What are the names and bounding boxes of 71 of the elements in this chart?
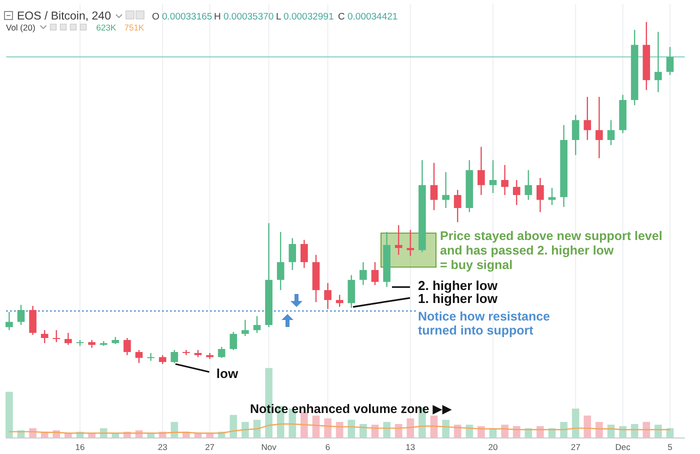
candlestick [6, 312, 13, 330]
x-tick-label: 13 [406, 442, 416, 452]
bar [642, 422, 650, 438]
bar [454, 424, 462, 438]
bar [630, 424, 638, 438]
bar [466, 424, 474, 438]
x-tick-label: 27 [205, 442, 215, 452]
candlestick [324, 282, 332, 309]
candlestick [124, 338, 131, 356]
candlestick [360, 262, 367, 285]
candlestick [242, 320, 249, 336]
annotation: L 0.00032991 [276, 12, 334, 22]
annotation: 623K [96, 22, 116, 32]
bar [242, 422, 249, 438]
ref-line-label: Notice how resistance turned into support [418, 309, 550, 338]
annotation: 2. higher low [418, 278, 498, 294]
annotation: C 0.00034421 [338, 12, 398, 22]
bar [406, 418, 414, 438]
bar [536, 426, 544, 438]
x-tick-label: 23 [158, 442, 168, 452]
bar [442, 420, 450, 438]
candlestick [300, 240, 308, 268]
annotation: O 0.00033165 [152, 12, 212, 22]
candlestick [418, 160, 426, 252]
candlestick [182, 350, 190, 356]
candlestick [654, 32, 662, 92]
candlestick [536, 178, 544, 212]
bar [512, 426, 520, 438]
chart-title: EOS / Bitcoin, 240 [17, 10, 111, 22]
bar [300, 412, 308, 438]
candlestick [100, 341, 108, 346]
candlestick [478, 146, 485, 196]
annotation: low [216, 366, 239, 381]
bar [230, 414, 238, 438]
x-tick-label: 16 [75, 442, 85, 452]
bar [654, 424, 662, 438]
candlestick [383, 232, 390, 288]
bar [170, 422, 178, 438]
candlestick [29, 306, 36, 335]
bar [501, 424, 508, 438]
bar [596, 422, 603, 438]
x-tick-label: 20 [488, 442, 498, 452]
annotation: Price stayed above new support level and has passed 2. higher low = buy signal [440, 229, 662, 272]
bar [348, 420, 356, 438]
bar [584, 416, 592, 438]
candlestick [596, 96, 603, 158]
x-tick-label: 5 [668, 442, 673, 452]
candlestick [64, 332, 72, 345]
bar [560, 422, 568, 438]
bar [619, 426, 626, 438]
x-tick-label: Dec [615, 442, 632, 452]
annotation: 751K [124, 22, 144, 32]
bar [572, 408, 580, 438]
candlestick [560, 124, 568, 208]
bar [324, 418, 332, 438]
chart-title: Vol (20) [6, 22, 36, 32]
candlestick [158, 355, 166, 364]
x-tick-label: 27 [570, 442, 581, 452]
candlestick [265, 223, 272, 328]
bar [6, 392, 13, 438]
candlestick [501, 164, 508, 196]
candlestick [206, 353, 214, 359]
bar [360, 424, 367, 438]
candlestick [147, 353, 154, 361]
annotation: H 0.00035370 [214, 12, 274, 22]
bar [336, 422, 344, 438]
candlestick [442, 172, 450, 208]
annotation: Notice enhanced volume zone ▶▶ [250, 402, 452, 416]
candlestick [88, 340, 96, 348]
x-tick-label: Nov [261, 442, 278, 452]
x-tick-label: 6 [325, 442, 330, 452]
